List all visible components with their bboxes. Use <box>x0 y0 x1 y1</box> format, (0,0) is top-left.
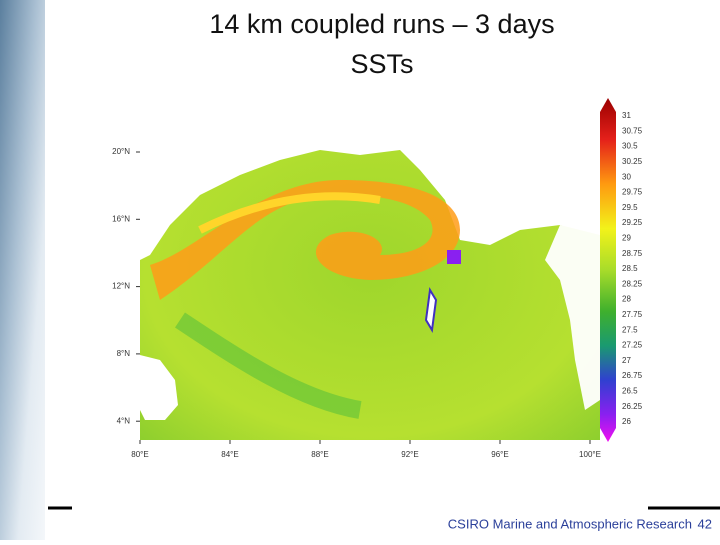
colorbar-label: 28.75 <box>622 249 643 258</box>
sst-map <box>140 100 600 440</box>
colorbar-label: 28.5 <box>622 264 638 273</box>
title-line: SSTs <box>350 49 413 79</box>
colorbar-label: 28.25 <box>622 279 643 288</box>
title-line: 14 km coupled runs – 3 days <box>209 9 554 39</box>
latitude-label: 16°N <box>112 214 130 223</box>
colorbar-label: 26.75 <box>622 371 643 380</box>
longitude-label: 80°E <box>131 450 148 459</box>
page-number: 42 <box>698 516 712 531</box>
colorbar-label: 26.25 <box>622 402 643 411</box>
colorbar <box>600 98 616 442</box>
latitude-label: 12°N <box>112 282 130 291</box>
colorbar-label: 29.75 <box>622 188 643 197</box>
colorbar-label: 28 <box>622 295 631 304</box>
colorbar-label: 29 <box>622 234 631 243</box>
colorbar-label: 30.5 <box>622 142 638 151</box>
side-decoration <box>0 0 45 540</box>
longitude-label: 88°E <box>311 450 328 459</box>
colorbar-label: 30.25 <box>622 157 643 166</box>
latitude-label: 4°N <box>117 416 131 425</box>
longitude-label: 100°E <box>579 450 601 459</box>
longitude-label: 92°E <box>401 450 418 459</box>
longitude-label: 84°E <box>221 450 238 459</box>
colorbar-label: 29.25 <box>622 218 643 227</box>
colorbar-label: 29.5 <box>622 203 638 212</box>
colorbar-label: 30.75 <box>622 126 643 135</box>
colorbar-label: 26.5 <box>622 387 638 396</box>
colorbar-label: 27.25 <box>622 341 643 350</box>
colorbar-label: 26 <box>622 417 631 426</box>
colorbar-label: 27.5 <box>622 325 638 334</box>
latitude-label: 20°N <box>112 147 130 156</box>
colorbar-label: 27.75 <box>622 310 643 319</box>
colorbar-label: 31 <box>622 111 631 120</box>
colorbar-label: 27 <box>622 356 631 365</box>
footer-organization: CSIRO Marine and Atmospheric Research <box>448 516 692 531</box>
latitude-label: 8°N <box>117 349 131 358</box>
colorbar-label: 30 <box>622 172 631 181</box>
longitude-label: 96°E <box>491 450 508 459</box>
